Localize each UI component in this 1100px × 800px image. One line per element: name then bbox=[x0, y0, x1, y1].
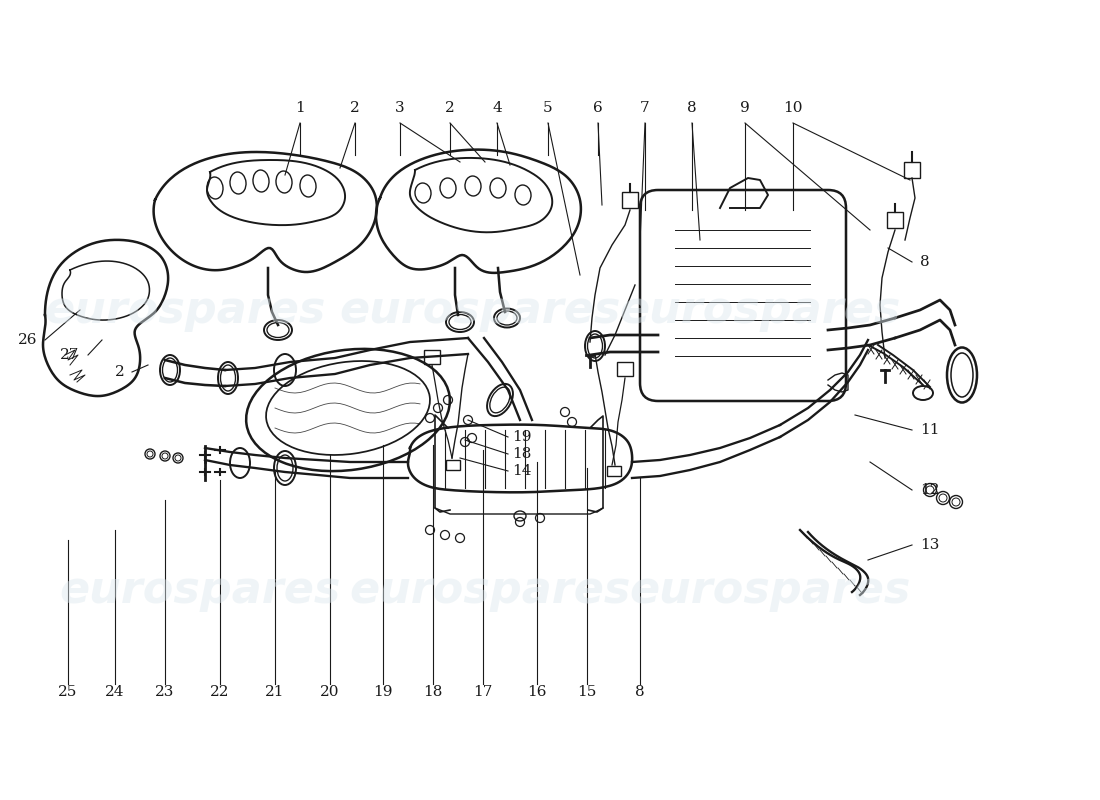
Text: eurospares: eurospares bbox=[350, 569, 630, 611]
Text: eurospares: eurospares bbox=[629, 569, 911, 611]
Text: 10: 10 bbox=[783, 101, 803, 115]
Text: 19: 19 bbox=[373, 685, 393, 699]
Text: 27: 27 bbox=[60, 348, 79, 362]
Text: eurospares: eurospares bbox=[339, 289, 620, 331]
Text: eurospares: eurospares bbox=[59, 569, 341, 611]
Text: eurospares: eurospares bbox=[619, 289, 901, 331]
Text: 11: 11 bbox=[920, 423, 939, 437]
Text: 2: 2 bbox=[116, 365, 125, 379]
Text: 18: 18 bbox=[512, 447, 531, 461]
Text: 23: 23 bbox=[155, 685, 175, 699]
Text: 16: 16 bbox=[527, 685, 547, 699]
Text: 12: 12 bbox=[920, 483, 939, 497]
Text: 7: 7 bbox=[640, 101, 650, 115]
Bar bbox=[424, 350, 440, 364]
Text: 17: 17 bbox=[473, 685, 493, 699]
Text: 8: 8 bbox=[920, 255, 929, 269]
Bar bbox=[617, 362, 632, 376]
Text: 24: 24 bbox=[106, 685, 124, 699]
Text: 6: 6 bbox=[593, 101, 603, 115]
Text: 8: 8 bbox=[635, 685, 645, 699]
Bar bbox=[887, 212, 903, 228]
Text: 15: 15 bbox=[578, 685, 596, 699]
Bar bbox=[607, 466, 621, 476]
Text: 20: 20 bbox=[320, 685, 340, 699]
Text: 3: 3 bbox=[395, 101, 405, 115]
Text: 9: 9 bbox=[740, 101, 750, 115]
Text: 8: 8 bbox=[688, 101, 696, 115]
Text: eurospares: eurospares bbox=[44, 289, 326, 331]
Text: 19: 19 bbox=[512, 430, 531, 444]
Bar bbox=[446, 460, 460, 470]
Bar bbox=[621, 192, 638, 208]
Text: 22: 22 bbox=[210, 685, 230, 699]
Text: 14: 14 bbox=[512, 464, 531, 478]
Text: 4: 4 bbox=[492, 101, 502, 115]
Text: 26: 26 bbox=[19, 333, 37, 347]
Bar bbox=[904, 162, 920, 178]
Text: 25: 25 bbox=[58, 685, 78, 699]
Text: 1: 1 bbox=[295, 101, 305, 115]
Text: 5: 5 bbox=[543, 101, 553, 115]
Text: 2: 2 bbox=[446, 101, 455, 115]
Text: 18: 18 bbox=[424, 685, 442, 699]
Text: 2: 2 bbox=[350, 101, 360, 115]
Text: 21: 21 bbox=[265, 685, 285, 699]
Text: 13: 13 bbox=[920, 538, 939, 552]
